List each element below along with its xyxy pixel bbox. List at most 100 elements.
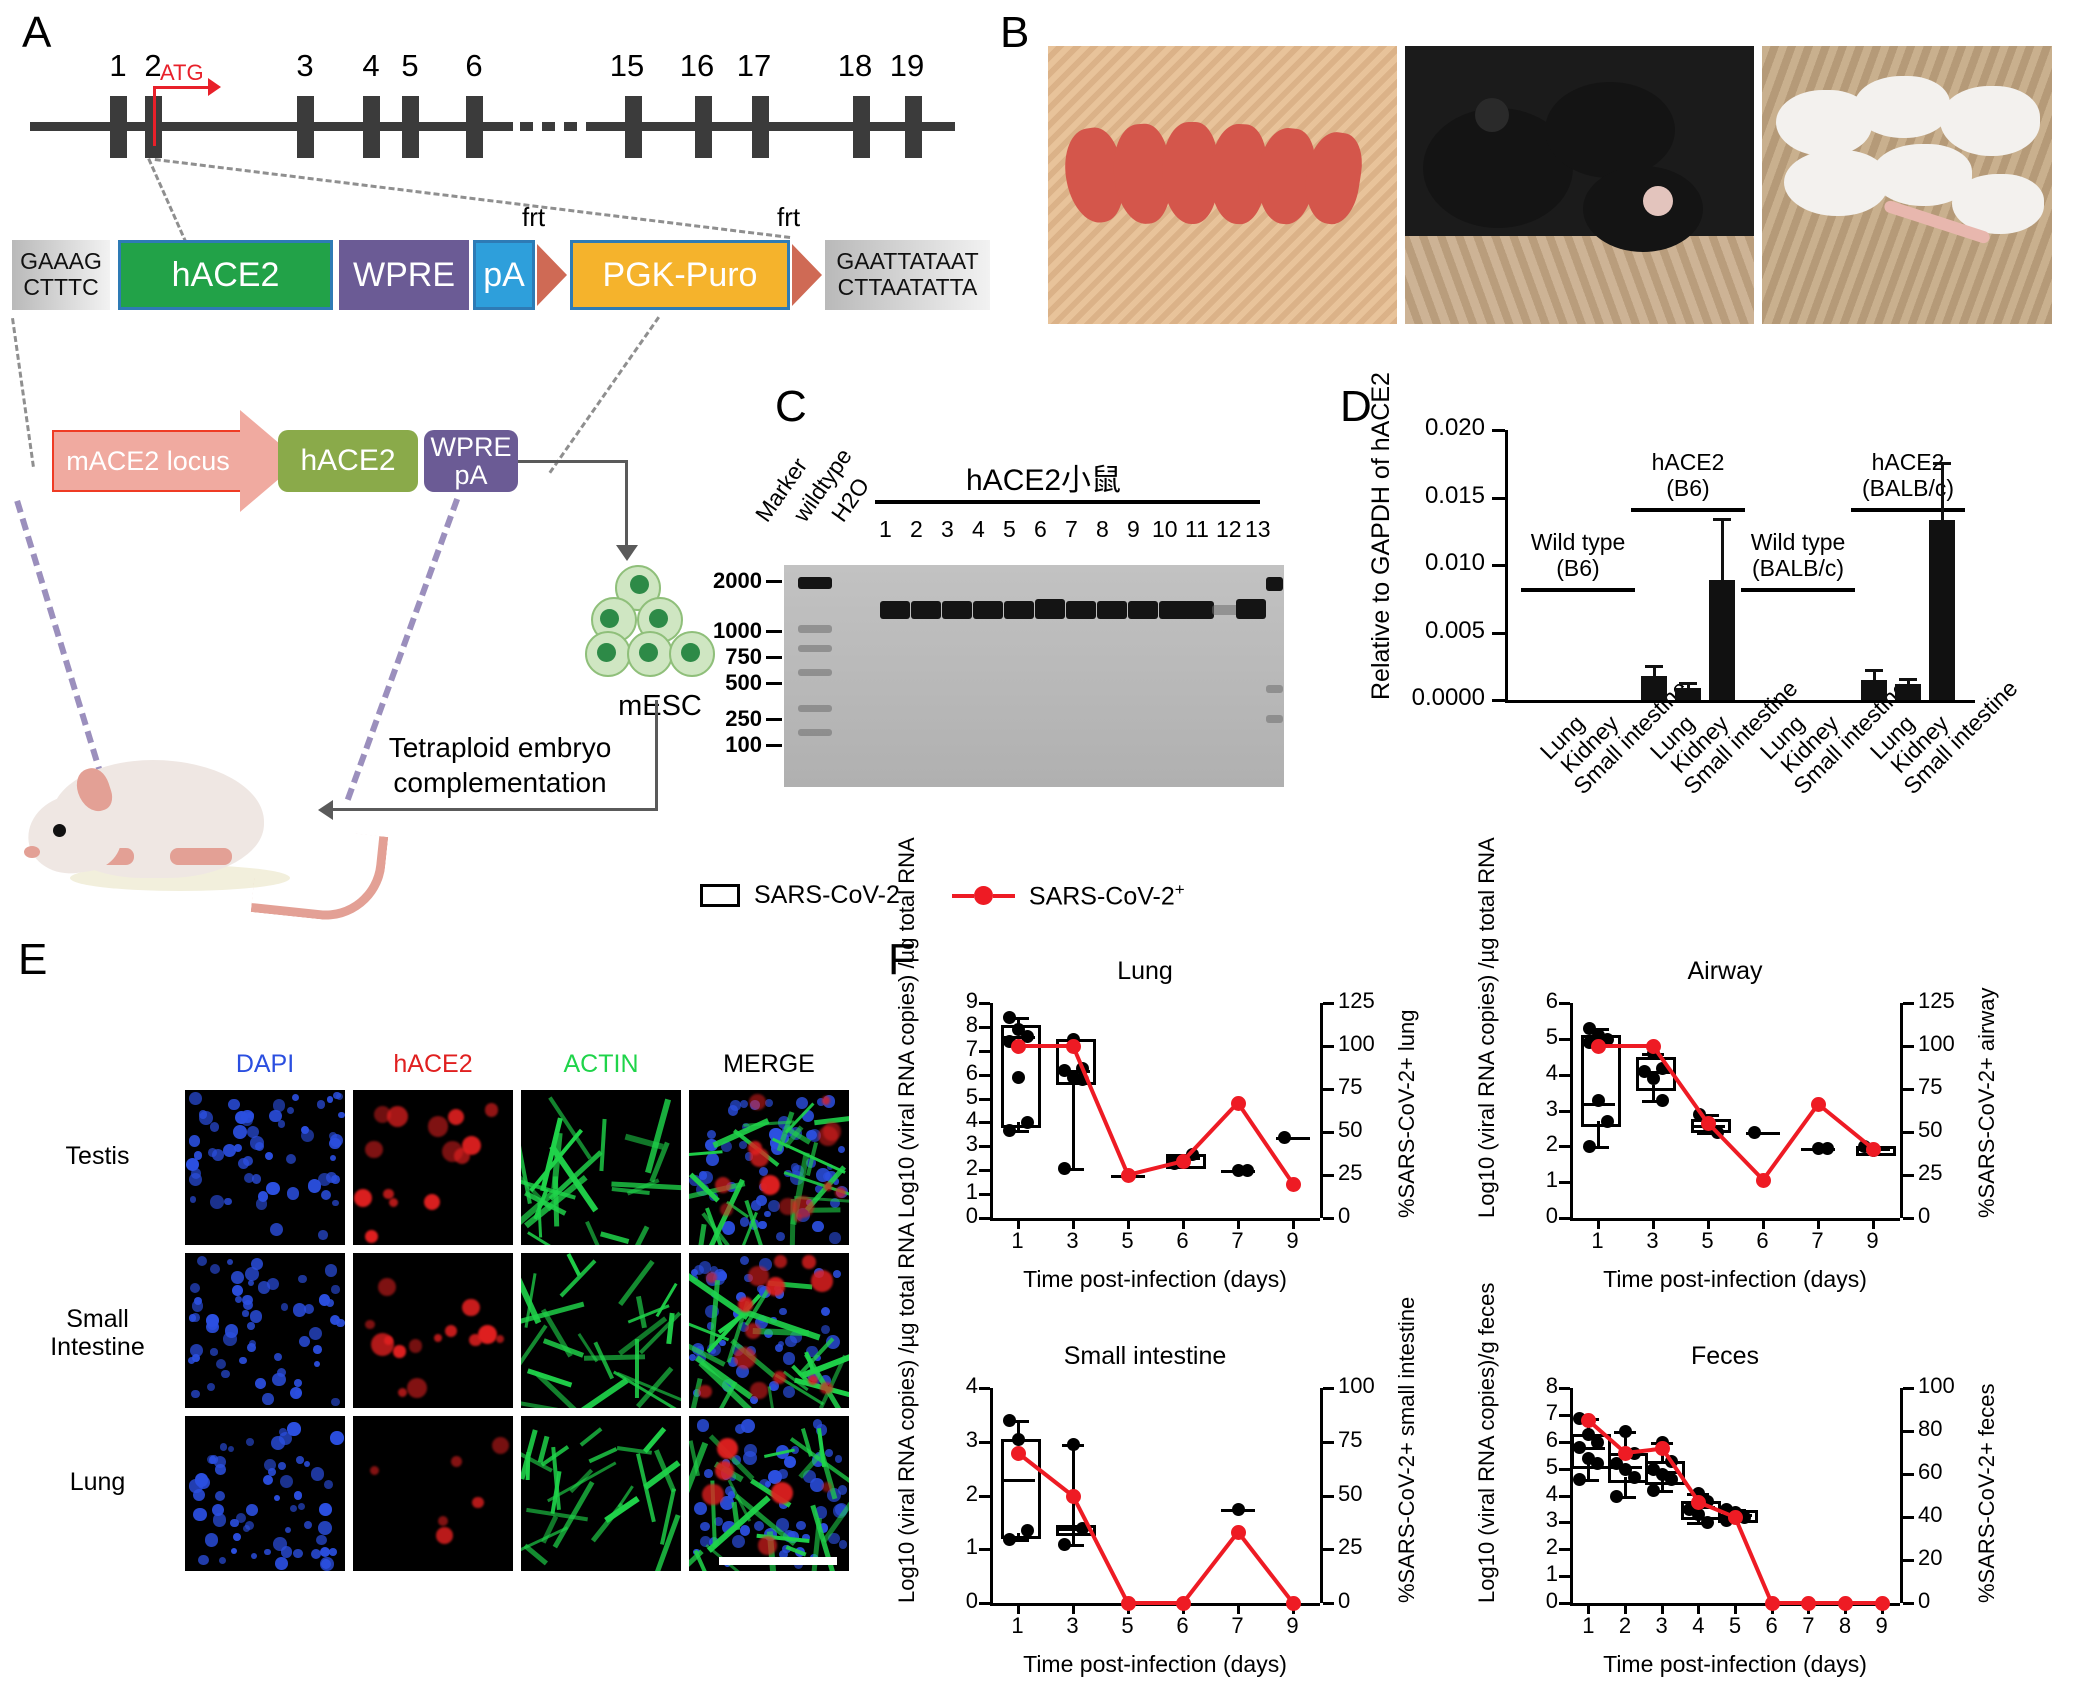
mouse-hind-leg (170, 848, 232, 865)
y-tick-label-left: 0 (942, 1588, 978, 1614)
nucleus-dot (242, 1310, 248, 1316)
nucleus-dot (195, 1473, 209, 1487)
actin-fiber (575, 1378, 628, 1408)
row-header-line1: Lung (15, 1468, 180, 1497)
row-header: Small Intestine (15, 1305, 180, 1363)
stem-cell-nucleus (600, 609, 619, 628)
mouse-eye (53, 824, 66, 837)
nucleus-dot (286, 1154, 296, 1164)
y-axis-left (990, 1003, 993, 1218)
chart-title: Small intestine (880, 1342, 1410, 1371)
adult-mouse (1583, 166, 1703, 252)
nucleus-dot (245, 1267, 259, 1281)
nucleus-dot (248, 1280, 254, 1286)
bar (1929, 520, 1955, 700)
nucleus-dot (324, 1480, 333, 1489)
y-tick-left (1559, 1441, 1570, 1444)
hace2-signal (794, 1214, 801, 1221)
y-tick-label-left: 2 (1522, 1131, 1558, 1157)
hace2-signal (750, 1148, 769, 1167)
actin-fiber (535, 1372, 595, 1408)
hace2-signal (365, 1141, 382, 1158)
exon-box (466, 96, 483, 158)
y-tick-right (1323, 1602, 1334, 1605)
group-label-line1: hACE2 (1611, 450, 1765, 476)
percent-point (1011, 1446, 1026, 1461)
y-tick-label-left: 6 (1522, 1427, 1558, 1453)
mouse-ear (1475, 98, 1509, 132)
y-tick-right (1323, 1174, 1334, 1177)
nucleus-dot (234, 1144, 242, 1152)
actin-fiber (580, 1427, 603, 1446)
nucleus-dot (263, 1475, 273, 1485)
nucleus-dot (281, 1546, 293, 1558)
y-tick-label-right: 50 (1338, 1481, 1384, 1507)
y-tick-label-left: 5 (942, 1084, 978, 1110)
hace2-signal (407, 1378, 427, 1398)
percent-point (1655, 1441, 1670, 1456)
percent-line-segment (1128, 1601, 1183, 1605)
x-axis-title: Time post-infection (days) (1540, 1651, 1930, 1678)
sample-band (942, 601, 972, 619)
nucleus-dot (251, 1553, 257, 1559)
y-tick-label-left: 7 (1522, 1400, 1558, 1426)
panel-letter-e: E (18, 935, 47, 985)
y-tick-label-left: 8 (942, 1012, 978, 1038)
nucleus-dot (336, 1093, 343, 1100)
box-plot-whisker-lower (1072, 1530, 1075, 1543)
x-axis (990, 1218, 1320, 1221)
y-tick-left (1559, 1002, 1570, 1005)
nucleus-dot (694, 1502, 708, 1516)
hace2-signal (706, 1272, 717, 1283)
data-point (1647, 1484, 1660, 1497)
actin-fiber (527, 1508, 589, 1522)
nucleus-dot (243, 1525, 250, 1532)
nucleus-dot (700, 1522, 710, 1532)
stem-cell-nucleus (630, 575, 649, 594)
data-point (1601, 1115, 1614, 1128)
x-axis-title: Time post-infection (days) (960, 1266, 1350, 1293)
data-point (1241, 1164, 1254, 1177)
data-point (1232, 1503, 1245, 1516)
nucleus-dot (190, 1196, 197, 1203)
y-tick-left (1559, 1414, 1570, 1417)
data-point (1665, 1473, 1678, 1486)
error-bar-cap (1645, 665, 1663, 668)
y-tick-left (1559, 1521, 1570, 1524)
nucleus-dot (732, 1535, 745, 1548)
row-header-line1: Testis (15, 1142, 180, 1171)
nucleus-dot (740, 1217, 750, 1227)
nucleus-dot (320, 1547, 330, 1557)
nucleus-dot (246, 1504, 258, 1516)
y-tick-label-left: 5 (1522, 1024, 1558, 1050)
exon-label: 17 (734, 48, 774, 84)
percent-point (1866, 1142, 1881, 1157)
box-plot-median (1001, 1479, 1035, 1482)
nucleus-dot (274, 1353, 282, 1361)
legend-line-sup: + (1175, 880, 1185, 899)
column-header-actin: ACTIN (521, 1050, 681, 1079)
nucleus-dot (287, 1107, 294, 1114)
percent-line-segment (1236, 1531, 1294, 1604)
y-tick-left (1559, 1181, 1570, 1184)
bar (1641, 676, 1667, 700)
y-tick-left (1559, 1074, 1570, 1077)
data-point (1012, 1433, 1025, 1446)
row-header: Testis (15, 1142, 180, 1171)
x-tick-label: 6 (1743, 1228, 1783, 1254)
percent-line-segment (1018, 1044, 1073, 1048)
marker-size-label: 100 (690, 732, 762, 758)
y-axis-title-left: Log10 (viral RNA copies) /µg total RNA (1474, 837, 1500, 1218)
nucleus-dot (331, 1398, 340, 1407)
panel-d-barchart: 0.0000 0.005 0.010 0.015 0.020 Relative to GA… (1345, 400, 2005, 800)
y-tick-label-left: 1 (942, 1179, 978, 1205)
hace2-signal (389, 1198, 398, 1207)
exon-label: 18 (835, 48, 875, 84)
nucleus-dot (314, 1361, 320, 1367)
bar (1861, 680, 1887, 700)
sample-band (1066, 601, 1096, 619)
y-tick-left (1559, 1602, 1570, 1605)
hace2-signal (365, 1320, 374, 1329)
panel-c-group-bar (875, 500, 1260, 504)
y-tick-left (1559, 1575, 1570, 1578)
